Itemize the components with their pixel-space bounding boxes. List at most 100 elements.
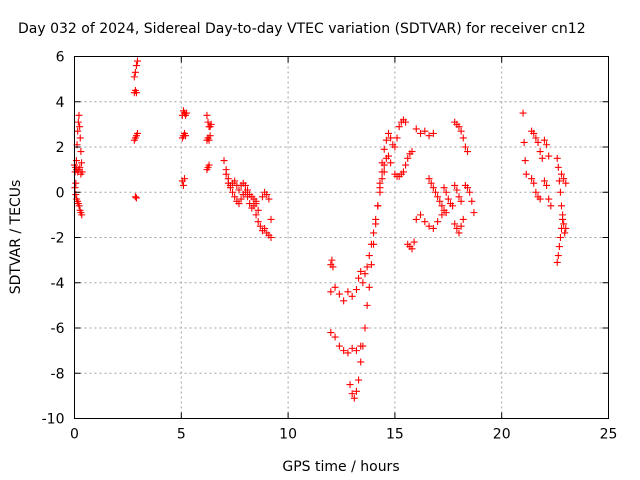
data-point xyxy=(365,283,373,291)
data-point xyxy=(235,186,243,194)
data-point xyxy=(408,148,416,156)
data-point xyxy=(543,181,551,189)
data-point xyxy=(425,222,433,230)
data-point xyxy=(457,222,465,230)
data-point xyxy=(258,193,266,201)
data-point xyxy=(457,197,465,205)
data-point xyxy=(449,202,457,210)
data-point xyxy=(76,123,84,131)
data-point xyxy=(536,195,544,203)
data-point xyxy=(75,111,83,119)
data-point xyxy=(363,263,371,271)
data-point xyxy=(179,181,187,189)
data-point xyxy=(131,68,139,76)
data-point xyxy=(331,333,339,341)
data-point xyxy=(346,381,354,389)
data-point xyxy=(532,188,540,196)
data-point xyxy=(365,252,373,260)
data-point xyxy=(410,238,418,246)
data-point xyxy=(438,202,446,210)
y-tick-label: 4 xyxy=(56,95,65,111)
data-point xyxy=(536,148,544,156)
data-point xyxy=(367,240,375,248)
data-point xyxy=(348,390,356,398)
data-point xyxy=(205,161,213,169)
data-point xyxy=(372,215,380,223)
data-point xyxy=(558,202,566,210)
data-point xyxy=(328,256,336,264)
data-point xyxy=(464,148,472,156)
data-point xyxy=(76,134,84,142)
data-point xyxy=(357,267,365,275)
data-point xyxy=(134,57,142,65)
data-point xyxy=(553,154,561,162)
data-point xyxy=(431,188,439,196)
chart-title: Day 032 of 2024, Sidereal Day-to-day VTE… xyxy=(18,21,586,37)
x-tick-label: 25 xyxy=(600,427,618,443)
data-point xyxy=(77,170,85,178)
data-point xyxy=(132,89,140,97)
data-point xyxy=(380,161,388,169)
data-point xyxy=(464,184,472,192)
data-point xyxy=(182,132,190,140)
data-point xyxy=(434,218,442,226)
data-point xyxy=(329,263,337,271)
data-point xyxy=(355,376,363,384)
data-point xyxy=(384,129,392,137)
axis-ticks: 0 5 10 15 20 25 -10 -8 -6 -4 -2 0 2 4 6 xyxy=(42,50,618,443)
data-point xyxy=(425,132,433,140)
data-point xyxy=(519,109,527,117)
data-point xyxy=(382,136,390,144)
data-point xyxy=(453,186,461,194)
data-point xyxy=(130,73,138,81)
data-point xyxy=(555,243,563,251)
y-tick-label: 2 xyxy=(56,140,65,156)
data-point xyxy=(252,200,260,208)
data-point xyxy=(340,347,348,355)
data-point xyxy=(352,387,360,395)
x-tick-label: 20 xyxy=(493,427,511,443)
data-point xyxy=(376,179,384,187)
data-point xyxy=(558,224,566,232)
data-point xyxy=(455,123,463,131)
data-point xyxy=(246,200,254,208)
data-point xyxy=(222,170,230,178)
data-point xyxy=(528,175,536,183)
data-point xyxy=(417,129,425,137)
data-point xyxy=(350,394,358,402)
data-point xyxy=(520,138,528,146)
data-point xyxy=(370,229,378,237)
gridlines xyxy=(74,56,609,419)
data-point xyxy=(352,347,360,355)
data-point xyxy=(265,195,273,203)
data-point xyxy=(387,134,395,142)
data-point xyxy=(203,111,211,119)
y-tick-label: -2 xyxy=(51,231,65,247)
data-point xyxy=(359,279,367,287)
data-point xyxy=(78,159,86,167)
data-point xyxy=(558,170,566,178)
data-point xyxy=(545,195,553,203)
data-point xyxy=(451,220,459,228)
data-point xyxy=(521,157,529,165)
data-point xyxy=(374,202,382,210)
data-point xyxy=(560,175,568,183)
data-point xyxy=(267,215,275,223)
data-point xyxy=(254,206,262,214)
data-point xyxy=(361,270,369,278)
data-point xyxy=(361,324,369,332)
data-point xyxy=(78,211,86,219)
data-point xyxy=(393,134,401,142)
data-point xyxy=(363,301,371,309)
data-point xyxy=(335,290,343,298)
x-tick-label: 10 xyxy=(279,427,297,443)
data-point xyxy=(554,163,562,171)
data-point xyxy=(534,138,542,146)
data-point xyxy=(459,134,467,142)
data-point xyxy=(267,234,275,241)
y-tick-label: -8 xyxy=(51,366,65,382)
data-point xyxy=(399,168,407,176)
data-point xyxy=(348,344,356,352)
data-point xyxy=(132,194,140,202)
